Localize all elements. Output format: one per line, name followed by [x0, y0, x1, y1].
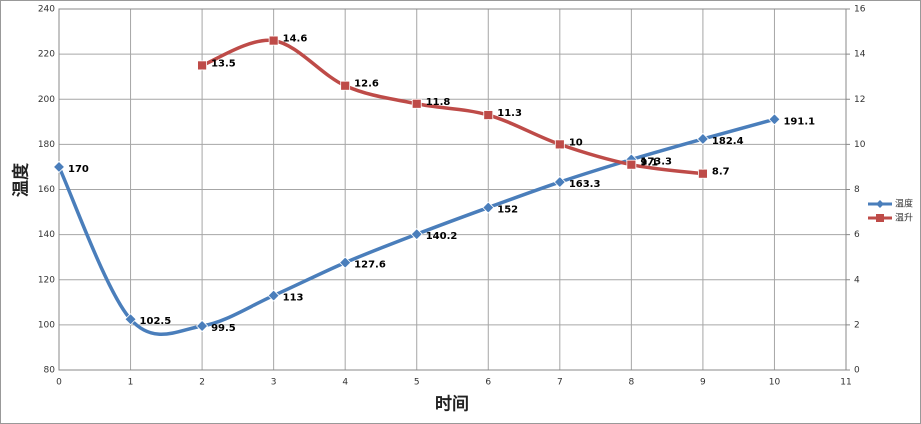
marker — [696, 132, 709, 146]
y2-tick-label: 12 — [854, 95, 865, 105]
y2-tick-label: 4 — [854, 275, 860, 285]
x-tick-label: 10 — [769, 378, 781, 388]
marker — [268, 35, 279, 46]
y-tick-label: 80 — [44, 366, 56, 376]
data-label: 99.5 — [211, 323, 236, 334]
marker — [196, 319, 209, 333]
data-label: 173.3 — [640, 156, 672, 167]
y-tick-label: 240 — [38, 5, 55, 15]
y2-tick-label: 2 — [854, 320, 860, 330]
data-label: 191.1 — [783, 116, 815, 127]
marker — [626, 159, 637, 170]
y-tick-label: 180 — [38, 140, 55, 150]
data-label: 182.4 — [712, 136, 744, 147]
x-tick-label: 5 — [414, 378, 420, 388]
data-label: 11.8 — [426, 97, 451, 108]
y-tick-label: 120 — [38, 275, 55, 285]
x-axis-title: 时间 — [435, 394, 469, 415]
data-label: 14.6 — [283, 34, 308, 45]
data-label: 102.5 — [140, 316, 172, 327]
marker — [411, 98, 422, 109]
y-tick-label: 160 — [38, 185, 55, 195]
x-tick-label: 0 — [56, 378, 62, 388]
x-tick-label: 7 — [557, 378, 563, 388]
data-label: 9.1 — [640, 158, 658, 169]
data-label: 163.3 — [569, 179, 601, 190]
y-tick-label: 200 — [38, 95, 55, 105]
x-tick-label: 9 — [700, 378, 706, 388]
x-tick-label: 11 — [840, 378, 851, 388]
x-tick-label: 3 — [271, 378, 277, 388]
marker — [340, 80, 351, 91]
y-tick-label: 220 — [38, 50, 55, 60]
marker — [410, 228, 423, 241]
x-tick-label: 8 — [628, 378, 634, 388]
marker — [698, 168, 708, 179]
data-label: 8.7 — [712, 167, 730, 178]
data-label: 10 — [569, 137, 583, 148]
data-label: 140.2 — [426, 231, 458, 242]
marker — [482, 201, 495, 214]
data-label: 113 — [283, 293, 304, 304]
legend-label: 温度 — [895, 198, 913, 210]
marker — [768, 113, 781, 126]
marker — [554, 139, 565, 150]
legend-label: 温升 — [895, 213, 913, 224]
y-axis-title: 温度 — [11, 162, 32, 197]
y-tick-label: 100 — [38, 320, 55, 330]
marker — [267, 289, 280, 302]
y2-tick-label: 0 — [854, 366, 860, 376]
x-tick-label: 6 — [485, 378, 491, 388]
y-tick-label: 140 — [38, 230, 55, 240]
x-tick-label: 2 — [199, 378, 205, 388]
y2-tick-label: 14 — [854, 50, 866, 60]
y2-tick-label: 8 — [854, 185, 860, 195]
marker — [52, 160, 66, 174]
marker — [553, 175, 566, 189]
marker — [483, 110, 494, 120]
data-label: 13.5 — [211, 58, 236, 69]
marker — [124, 313, 137, 326]
data-label: 11.3 — [497, 108, 522, 119]
y2-tick-label: 10 — [854, 140, 866, 150]
plot-frame — [58, 8, 847, 371]
legend-marker — [876, 214, 884, 222]
x-tick-label: 1 — [128, 378, 134, 388]
marker — [197, 60, 207, 71]
y2-tick-label: 16 — [854, 5, 866, 15]
data-label: 12.6 — [354, 79, 379, 90]
data-label: 127.6 — [354, 260, 386, 271]
series-line — [201, 38, 704, 176]
series-line — [57, 117, 775, 336]
data-label: 152 — [497, 205, 518, 216]
data-label: 170 — [68, 164, 89, 175]
x-tick-label: 4 — [342, 378, 348, 388]
legend-marker — [876, 200, 884, 208]
y2-tick-label: 6 — [854, 230, 860, 240]
marker — [339, 256, 352, 269]
